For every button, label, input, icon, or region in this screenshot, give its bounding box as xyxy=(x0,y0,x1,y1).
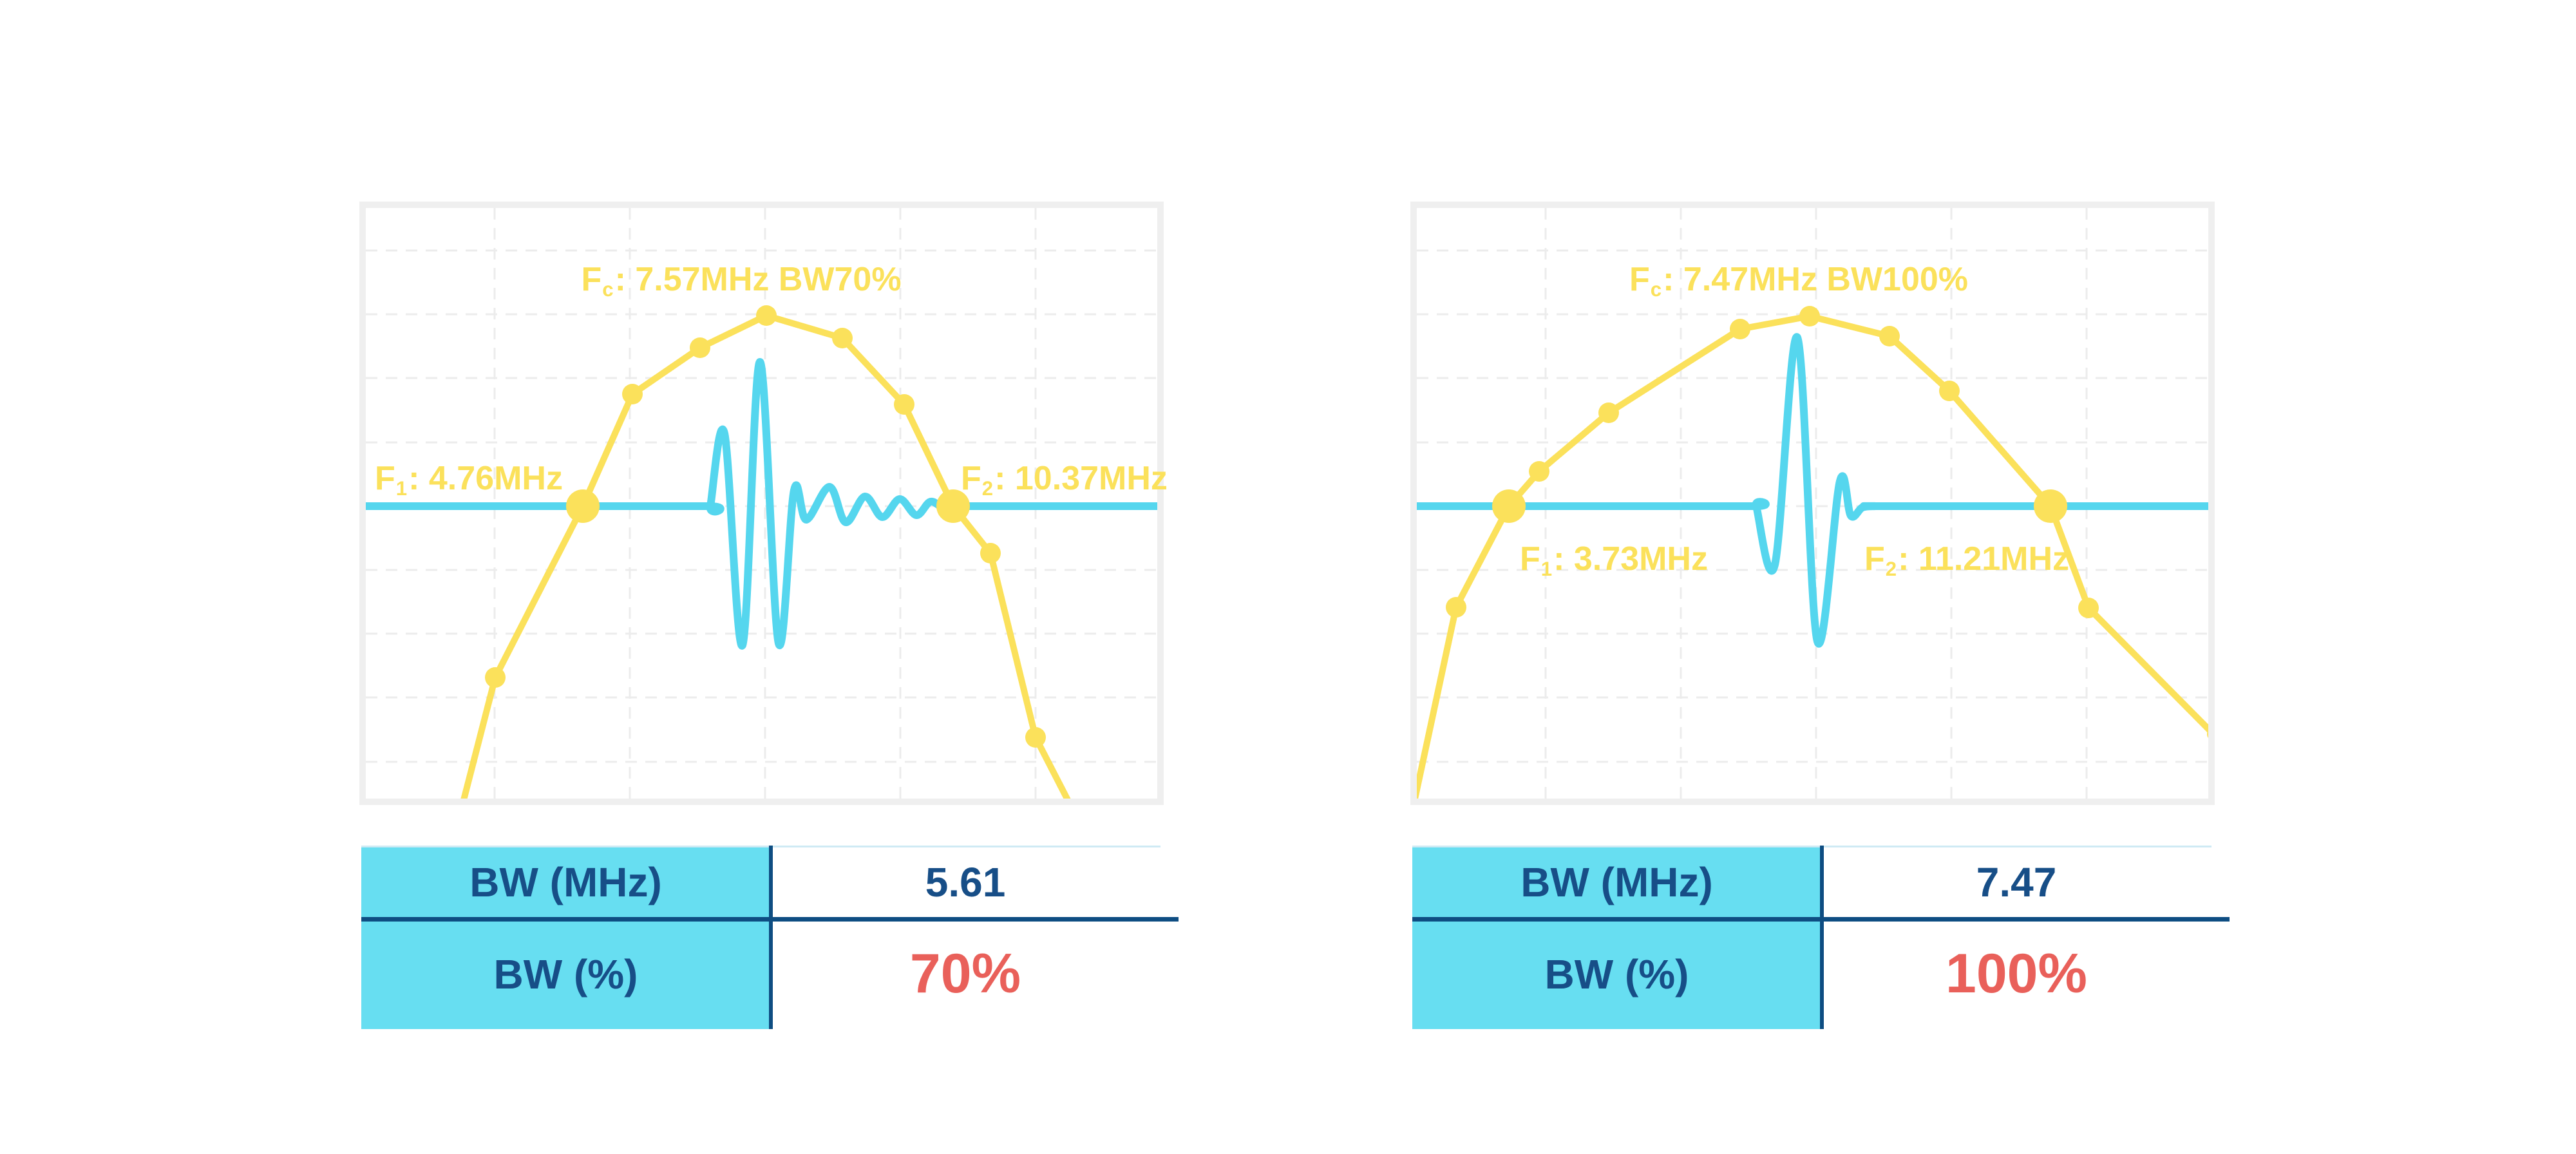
data-point-marker xyxy=(1730,319,1750,339)
bw-summary-table: BW (MHz) 5.61 BW (%) 70% xyxy=(361,846,1179,1029)
data-point-marker xyxy=(1799,306,1820,326)
fc-annotation-pre: F xyxy=(1629,261,1650,298)
data-point-marker xyxy=(756,305,777,326)
data-point-marker xyxy=(1529,461,1549,482)
data-point-marker xyxy=(1598,402,1619,423)
f2-annotation-sub: 2 xyxy=(981,477,994,500)
curve-end-marker xyxy=(2207,730,2208,738)
f2-annotation: F2: 10.37MHz xyxy=(961,461,1168,499)
f2-annotation-sub: 2 xyxy=(1885,557,1897,580)
f1-annotation: F1: 4.76MHz xyxy=(375,461,563,499)
data-point-marker xyxy=(1939,381,1960,401)
fc-annotation-sub: c xyxy=(1650,278,1662,301)
spectrum-chart-bw70: Fc: 7.57MHz BW70% F1: 4.76MHz F2: 10.37M… xyxy=(359,202,1168,805)
bw-summary-table: BW (MHz) 7.47 BW (%) 100% xyxy=(1412,846,2230,1029)
plot-area xyxy=(1417,208,2208,799)
f1-annotation-value: : 3.73MHz xyxy=(1553,540,1708,578)
bw-pct-value-cell: 100% xyxy=(1946,943,2087,1005)
fc-annotation: Fc: 7.47MHz BW100% xyxy=(1629,262,1968,300)
chart-frame-border xyxy=(1410,202,2215,805)
spectrum-curve xyxy=(460,312,1071,799)
bandwidth-edge-marker xyxy=(2034,489,2067,523)
f2-annotation-pre: F xyxy=(1864,540,1885,578)
table-column-divider xyxy=(1820,846,1824,1029)
table-column-divider xyxy=(769,846,773,1029)
table-row: BW (%) 70% xyxy=(361,919,1160,1029)
chart-frame-border xyxy=(359,202,1164,805)
table-top-border xyxy=(1412,846,2211,847)
fc-annotation-sub: c xyxy=(602,278,614,301)
data-point-marker xyxy=(980,543,1001,563)
data-point-marker xyxy=(2078,598,2099,618)
bandwidth-edge-marker xyxy=(1492,489,1526,523)
bw-pct-label-cell: BW (%) xyxy=(361,919,770,1029)
data-point-marker xyxy=(1879,326,1900,346)
table-row: BW (MHz) 7.47 xyxy=(1412,846,2211,919)
bw-pct-label-cell: BW (%) xyxy=(1412,919,1821,1029)
bw-pct-value-cell: 70% xyxy=(909,943,1021,1005)
data-point-marker xyxy=(832,328,853,348)
f1-annotation: F1: 3.73MHz xyxy=(1520,542,1708,580)
data-point-marker xyxy=(1446,597,1466,618)
pulse-waveform xyxy=(366,357,1157,650)
spectrum-chart-canvas xyxy=(359,202,1164,805)
f1-annotation-sub: 1 xyxy=(395,477,408,500)
bandwidth-edge-marker xyxy=(936,489,970,523)
f2-annotation-value: : 11.21MHz xyxy=(1898,540,2070,578)
data-point-marker xyxy=(622,384,643,404)
pulse-waveform xyxy=(1417,333,2208,648)
fc-annotation-value: : 7.57MHz BW70% xyxy=(614,261,902,298)
fc-annotation-value: : 7.47MHz BW100% xyxy=(1663,261,1969,298)
table-row: BW (MHz) 5.61 xyxy=(361,846,1160,919)
fc-annotation-pre: F xyxy=(581,261,602,298)
spectrum-chart-bw100: Fc: 7.47MHz BW100% F1: 3.73MHz F2: 11.21… xyxy=(1410,202,2215,805)
bw-mhz-value-cell: 5.61 xyxy=(925,859,1006,905)
f1-annotation-value: : 4.76MHz xyxy=(408,460,563,497)
f2-annotation: F2: 11.21MHz xyxy=(1864,542,2069,580)
panel-bw100: Fc: 7.47MHz BW100% F1: 3.73MHz F2: 11.21… xyxy=(1410,202,2230,1032)
f2-annotation-pre: F xyxy=(961,460,981,497)
f1-annotation-pre: F xyxy=(375,460,395,497)
spectrum-chart-canvas xyxy=(1410,202,2215,805)
f1-annotation-sub: 1 xyxy=(1540,557,1553,580)
bw-mhz-label-cell: BW (MHz) xyxy=(1412,846,1821,919)
spectrum-curve xyxy=(1417,313,2208,799)
bw-mhz-value-cell: 7.47 xyxy=(1976,859,2057,905)
data-point-marker xyxy=(1025,727,1046,748)
data-point-marker xyxy=(690,337,710,358)
table-row: BW (%) 100% xyxy=(1412,919,2211,1029)
data-point-marker xyxy=(485,667,506,688)
f1-annotation-pre: F xyxy=(1520,540,1540,578)
data-point-marker xyxy=(894,394,914,415)
fc-annotation: Fc: 7.57MHz BW70% xyxy=(581,262,901,300)
table-top-border xyxy=(361,846,1160,847)
f2-annotation-value: : 10.37MHz xyxy=(994,460,1168,497)
plot-area xyxy=(366,208,1157,799)
panel-bw70: Fc: 7.57MHz BW70% F1: 4.76MHz F2: 10.37M… xyxy=(359,202,1179,1032)
bw-mhz-label-cell: BW (MHz) xyxy=(361,846,770,919)
bandwidth-edge-marker xyxy=(566,489,600,523)
